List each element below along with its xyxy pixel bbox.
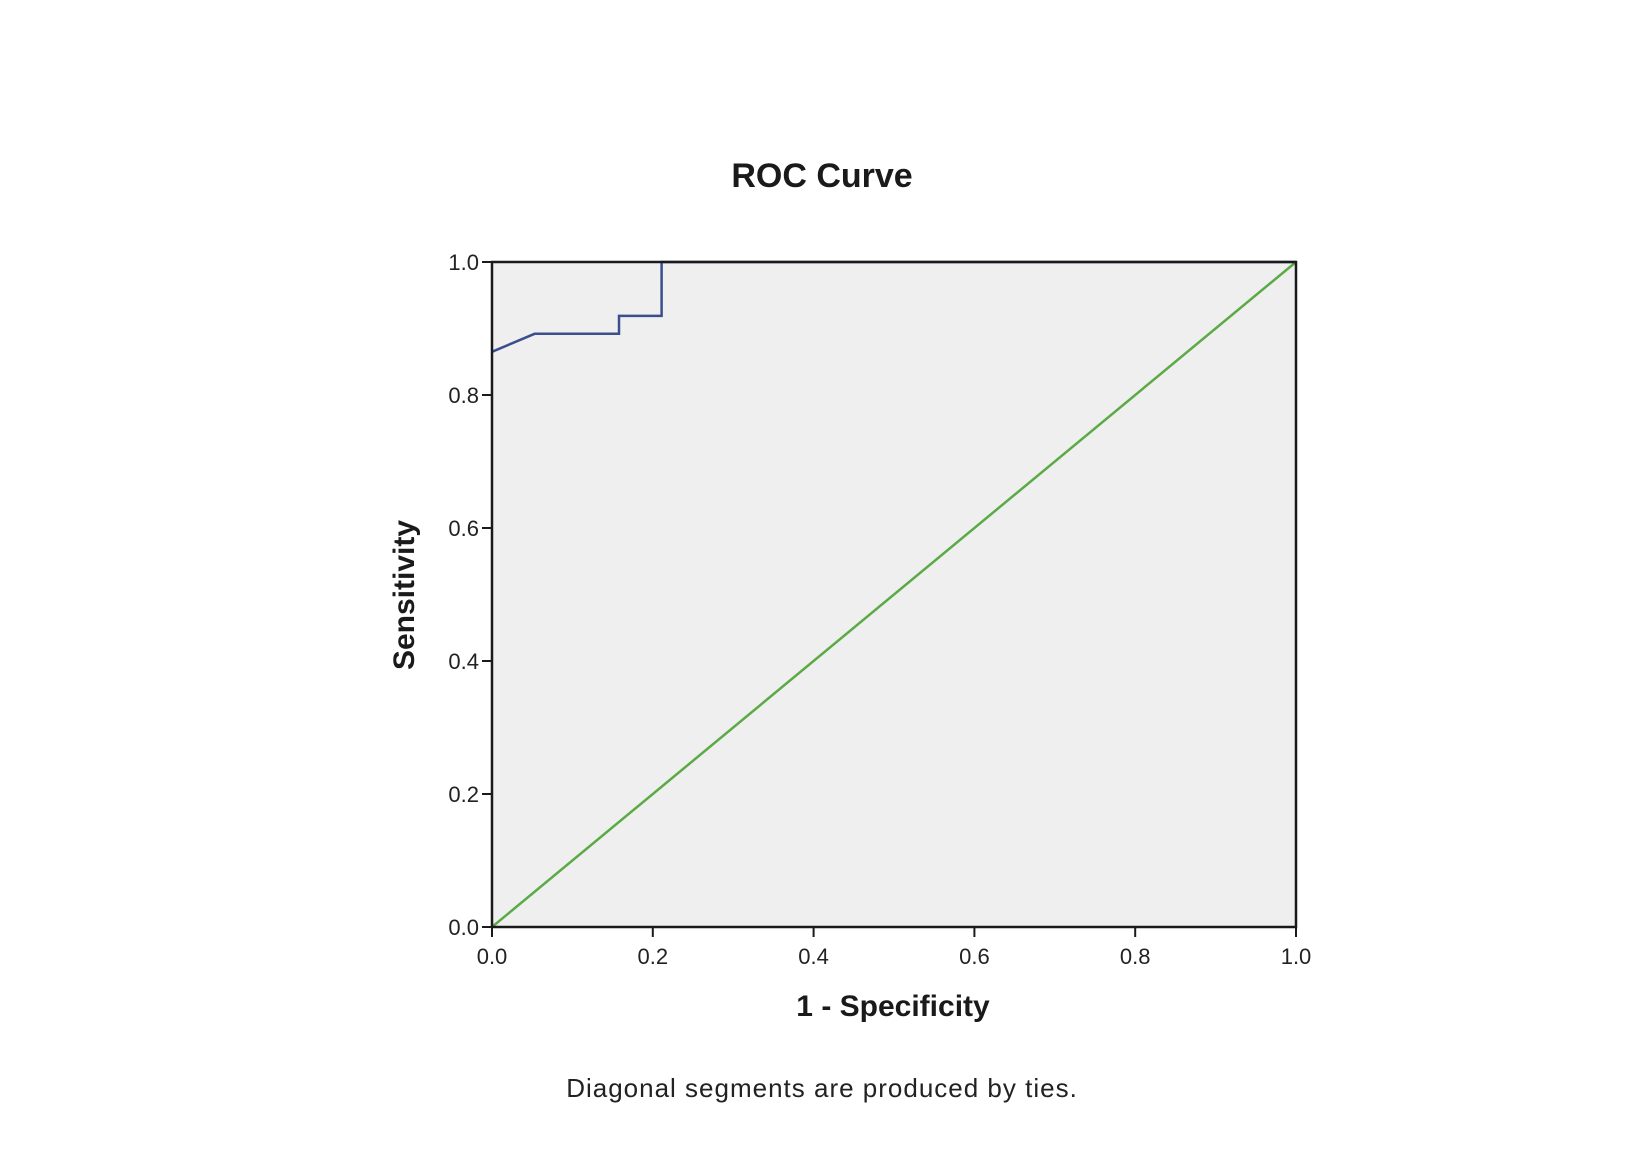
- x-tick-label: 1.0: [1281, 944, 1312, 969]
- chart-footnote: Diagonal segments are produced by ties.: [566, 1073, 1078, 1103]
- y-axis-ticks: 0.0 0.2 0.4 0.6 0.8 1.0: [448, 250, 492, 940]
- y-tick-label: 0.4: [448, 649, 479, 674]
- x-tick-label: 0.0: [477, 944, 508, 969]
- x-tick-label: 0.4: [798, 944, 829, 969]
- x-axis-ticks: 0.0 0.2 0.4 0.6 0.8 1.0: [477, 927, 1312, 969]
- y-tick-label: 1.0: [448, 250, 479, 275]
- series-line-reference-line: [491, 261, 1297, 928]
- y-tick-label: 0.8: [448, 383, 479, 408]
- x-tick-label: 0.8: [1120, 944, 1151, 969]
- plot-frame: [490, 260, 1298, 929]
- x-tick-label: 0.6: [959, 944, 990, 969]
- y-tick-label: 0.2: [448, 782, 479, 807]
- y-axis-title: Sensitivity: [388, 520, 421, 670]
- y-tick-label: 0.6: [448, 516, 479, 541]
- chart-title: ROC Curve: [731, 157, 912, 195]
- x-axis-title: 1 - Specificity: [796, 990, 990, 1023]
- y-tick-label: 0.0: [448, 915, 479, 940]
- x-tick-label: 0.2: [638, 944, 669, 969]
